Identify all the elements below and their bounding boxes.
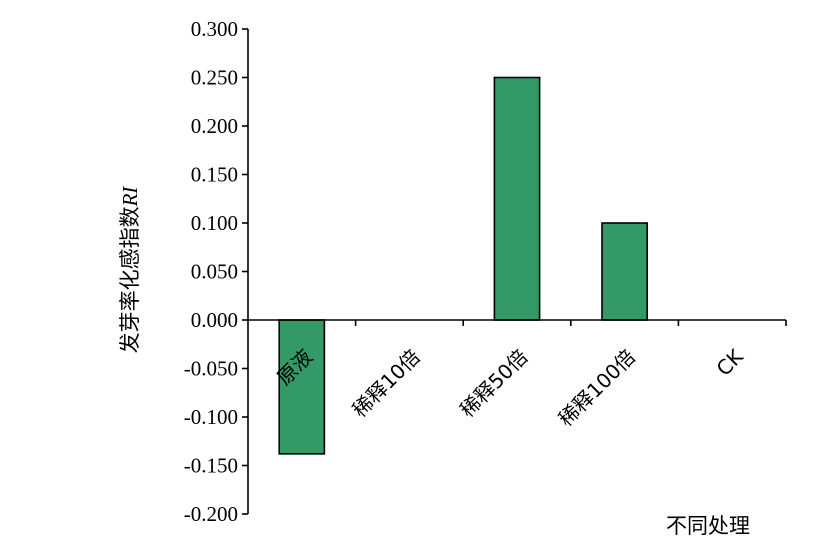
- y-tick-label: 0.200: [191, 114, 238, 138]
- x-category-label: CK: [712, 344, 749, 381]
- y-tick-label: -0.200: [184, 502, 238, 526]
- x-category-label: 稀释50倍: [455, 345, 532, 422]
- y-axis-title-italic: RI: [118, 186, 142, 208]
- y-tick-label: 0.300: [191, 17, 238, 41]
- y-tick-label: 0.050: [191, 260, 238, 284]
- y-tick-label: 0.100: [191, 211, 238, 235]
- x-axis-ticks: [354, 320, 787, 326]
- y-axis-ticks: 0.300 0.250 0.200 0.150 0.100 0.050 0.000 -0.05…: [184, 17, 248, 526]
- y-tick-label: -0.150: [184, 454, 238, 478]
- x-axis-title: 不同处理: [666, 514, 750, 538]
- bars: [278, 76, 648, 455]
- y-tick-label: -0.050: [184, 357, 238, 381]
- bar: [493, 76, 541, 321]
- y-tick-label: 0.250: [191, 66, 238, 90]
- y-axis-title: 发芽率化感指数RI: [118, 186, 142, 354]
- bar: [601, 222, 648, 321]
- y-tick-label: 0.150: [191, 163, 238, 187]
- y-tick-label: -0.100: [184, 405, 238, 429]
- x-category-label: 稀释100倍: [554, 345, 640, 431]
- y-tick-label: 0.000: [191, 308, 238, 332]
- y-axis-title-main: 发芽率化感指数: [118, 206, 142, 353]
- bar: [278, 319, 326, 455]
- x-category-label: 稀释10倍: [348, 345, 425, 422]
- category-labels: 原液 稀释10倍 稀释50倍 稀释100倍 CK: [272, 344, 748, 431]
